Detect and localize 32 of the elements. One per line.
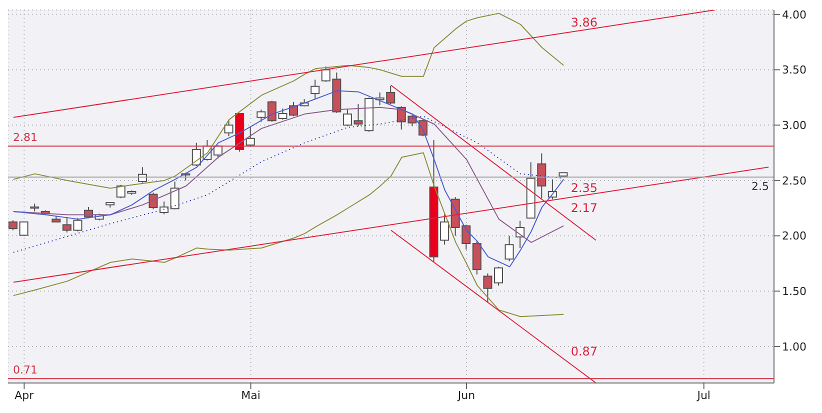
candlestick [246, 126, 255, 147]
y-tick-label: 1.00 [782, 340, 806, 354]
candlestick [310, 79, 320, 100]
ref-line-label: 2.81 [13, 131, 38, 144]
annotation: 2.35 [570, 180, 598, 195]
candlestick [170, 181, 180, 210]
ref-line-label: 0.71 [13, 364, 38, 377]
y-tick-label: 1.50 [782, 285, 806, 298]
candlestick [504, 235, 514, 262]
ref-line-label: 2.5 [752, 180, 769, 193]
candlestick [256, 109, 266, 122]
x-tick-label: Jul [696, 388, 711, 402]
candlestick [289, 101, 298, 117]
candlestick [8, 220, 18, 231]
y-tick-label: 3.00 [782, 119, 806, 132]
x-tick-label: Apr [14, 388, 34, 402]
x-tick-label: Mai [241, 388, 260, 402]
line-series [12, 90, 564, 268]
line-series [12, 152, 564, 318]
annotation: 3.86 [570, 16, 598, 30]
y-tick-label: 2.00 [782, 230, 806, 243]
x-tick-label: Jun [456, 388, 476, 402]
candlestick [516, 220, 525, 248]
annotation: 2.17 [570, 201, 598, 216]
y-tick-label: 2.50 [782, 174, 806, 188]
y-tick-label: 3.50 [782, 64, 806, 77]
candlestick [494, 266, 503, 286]
y-tick-label: 4.00 [782, 8, 806, 22]
annotation: 0.87 [570, 344, 598, 358]
candlestick [483, 272, 492, 304]
line-series [12, 12, 564, 189]
candlestick [19, 220, 28, 236]
